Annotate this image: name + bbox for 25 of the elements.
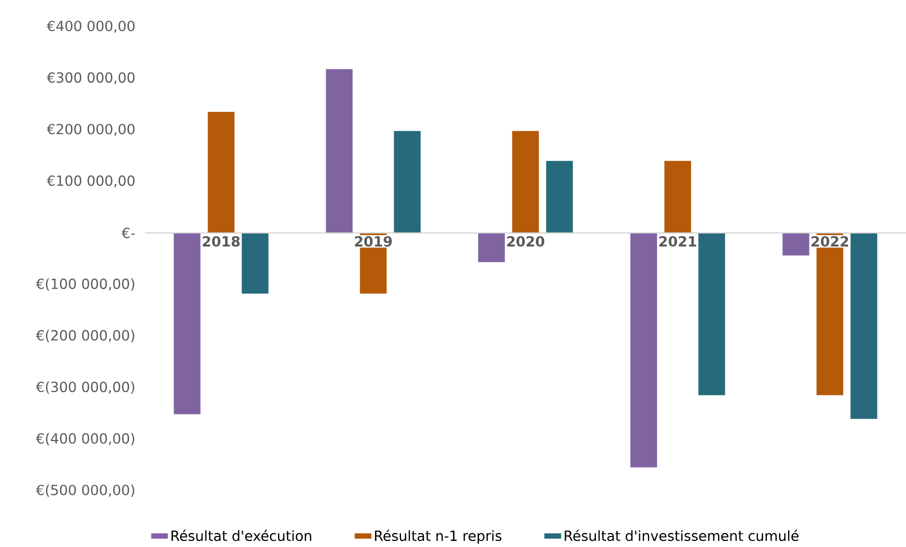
x-tick-label: 2021 (659, 236, 696, 247)
bar (394, 130, 421, 234)
y-tick-label: €(100 000,00) (36, 278, 134, 291)
y-tick-label: €400 000,00 (46, 20, 135, 33)
bar (664, 160, 692, 234)
y-tick-label: €(400 000,00) (36, 432, 134, 446)
y-tick-label: €(500 000,00) (36, 484, 134, 497)
legend-label: Résultat n-1 repris (375, 530, 502, 544)
bar (478, 232, 506, 262)
bar (512, 130, 540, 234)
x-tick-label: 2020 (507, 236, 544, 247)
y-tick-label: €100 000,00 (46, 175, 135, 188)
legend-label: Résultat d'investissement cumulé (564, 530, 798, 542)
legend-label: Résultat d'exécution (172, 530, 312, 542)
bar (546, 160, 574, 234)
x-tick-label: 2019 (355, 236, 392, 247)
bar (326, 68, 353, 234)
y-tick-label: €(200 000,00) (36, 330, 134, 342)
y-tick-label: €(300 000,00) (36, 381, 134, 394)
y-tick-label: €- (122, 228, 135, 238)
y-tick-label: €300 000,00 (46, 72, 135, 84)
x-tick-label: 2022 (812, 236, 848, 247)
x-tick-label: 2018 (202, 236, 240, 247)
y-tick-label: €200 000,00 (46, 124, 135, 136)
bar (207, 112, 235, 234)
